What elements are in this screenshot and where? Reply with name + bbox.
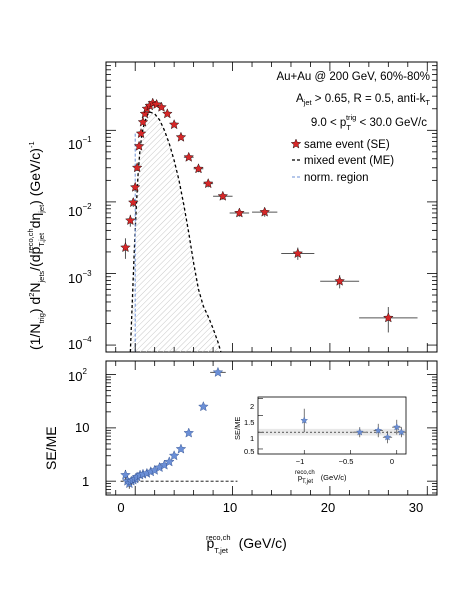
se-point (128, 196, 139, 207)
annotation-collision-system: Au+Au @ 200 GeV, 60%-80% (276, 71, 430, 83)
inset-panel: 0.5 1 1.5 2 −1 −0.5 0 SE/ME pT,jetreco,c… (233, 396, 407, 485)
ratio-points (120, 366, 226, 489)
inset-y-axis-title: SE/ME (233, 417, 242, 440)
mixed-event-curve (129, 111, 222, 352)
bottom-ytick-label-100: 102 (68, 367, 87, 384)
inset-ytick-label-15: 1.5 (244, 418, 254, 427)
top-ytick-label-1e-3: 10−3 (68, 269, 92, 286)
se-point (183, 151, 195, 162)
top-y-axis-title: (1/Ntrig) d2Njets/(dpT,jetreco,chdηjet) … (26, 141, 46, 350)
inset-point (397, 428, 406, 436)
se-point (234, 207, 245, 218)
mixed-event-hatched-area (130, 112, 221, 352)
inset-xtick-label-m1: −1 (296, 457, 305, 466)
se-point (120, 242, 131, 253)
legend-norm-region-label: norm. region (304, 172, 369, 184)
xtick-label-10: 10 (223, 500, 237, 515)
bottom-y-axis-title: SE/ME (43, 426, 59, 470)
legend: same event (SE) mixed event (ME) norm. r… (290, 138, 394, 184)
ratio-point (164, 456, 175, 467)
bottom-ytick-label-1: 1 (82, 474, 89, 489)
annotation-trigger-range: 9.0 < pTtrig < 30.0 GeV/c (311, 113, 427, 132)
se-point (137, 116, 149, 127)
se-point (125, 214, 136, 225)
inset-point (383, 433, 392, 441)
se-point (217, 190, 229, 201)
se-point (129, 181, 141, 192)
inset-ratio-points (300, 408, 406, 444)
se-point (202, 178, 214, 189)
inset-point (374, 426, 382, 434)
inset-ytick-label-2: 2 (250, 402, 254, 411)
inset-point (300, 416, 308, 424)
se-point (168, 119, 180, 130)
inset-ytick-label-05: 0.5 (244, 447, 254, 456)
ratio-point (198, 401, 209, 412)
inset-point (393, 423, 401, 431)
ratio-point (212, 366, 224, 377)
se-point (383, 312, 394, 323)
top-ytick-label-1e-4: 10−4 (68, 335, 92, 352)
bottom-panel: 1 10 102 0 10 20 30 SE/ME pT,jetreco,ch(… (43, 360, 438, 555)
inset-x-ticks (257, 450, 398, 454)
top-ytick-label-1e-1: 10−1 (68, 135, 92, 152)
legend-mixed-event-label: mixed event (ME) (304, 155, 394, 167)
inset-xtick-label-0: 0 (390, 457, 394, 466)
inset-xtick-label-m05: −0.5 (339, 457, 354, 466)
same-event-points (120, 97, 418, 333)
top-x-ticks (115, 62, 428, 352)
se-point (135, 128, 147, 139)
x-axis-title: pT,jetreco,ch (GeV/c) (206, 533, 287, 555)
inset-x-axis-title: pT,jetreco,ch (GeV/c) (295, 470, 347, 485)
ratio-point (168, 450, 180, 461)
xtick-label-20: 20 (321, 500, 335, 515)
inset-ytick-label-1: 1 (250, 434, 254, 443)
bottom-y-ticks (106, 374, 437, 494)
inset-y-ticks (258, 398, 263, 450)
se-point (162, 108, 173, 119)
se-point (133, 140, 145, 151)
annotation-jet-selection: Ajet > 0.65, R = 0.5, anti-kT (296, 93, 430, 107)
se-point (193, 163, 204, 174)
ratio-point (175, 443, 187, 454)
legend-same-event-marker (290, 138, 302, 149)
top-ytick-label-1e-2: 10−2 (68, 202, 92, 219)
ratio-point (183, 427, 195, 438)
bottom-ytick-label-10: 10 (75, 420, 89, 435)
bottom-x-ticks (115, 361, 428, 495)
se-point (175, 131, 187, 142)
se-point (131, 162, 143, 173)
se-point (334, 275, 345, 286)
se-point (156, 101, 167, 112)
xtick-label-30: 30 (409, 500, 423, 515)
top-y-ticks (106, 61, 437, 346)
xtick-label-0: 0 (117, 500, 124, 515)
top-panel: 10−4 10−3 10−2 10−1 Au+Au @ 200 GeV, 60%… (26, 61, 438, 353)
se-point (259, 206, 270, 217)
inset-point (356, 428, 364, 436)
inset-plot-frame (257, 396, 407, 455)
se-point (292, 248, 304, 258)
legend-same-event-label: same event (SE) (304, 139, 390, 151)
